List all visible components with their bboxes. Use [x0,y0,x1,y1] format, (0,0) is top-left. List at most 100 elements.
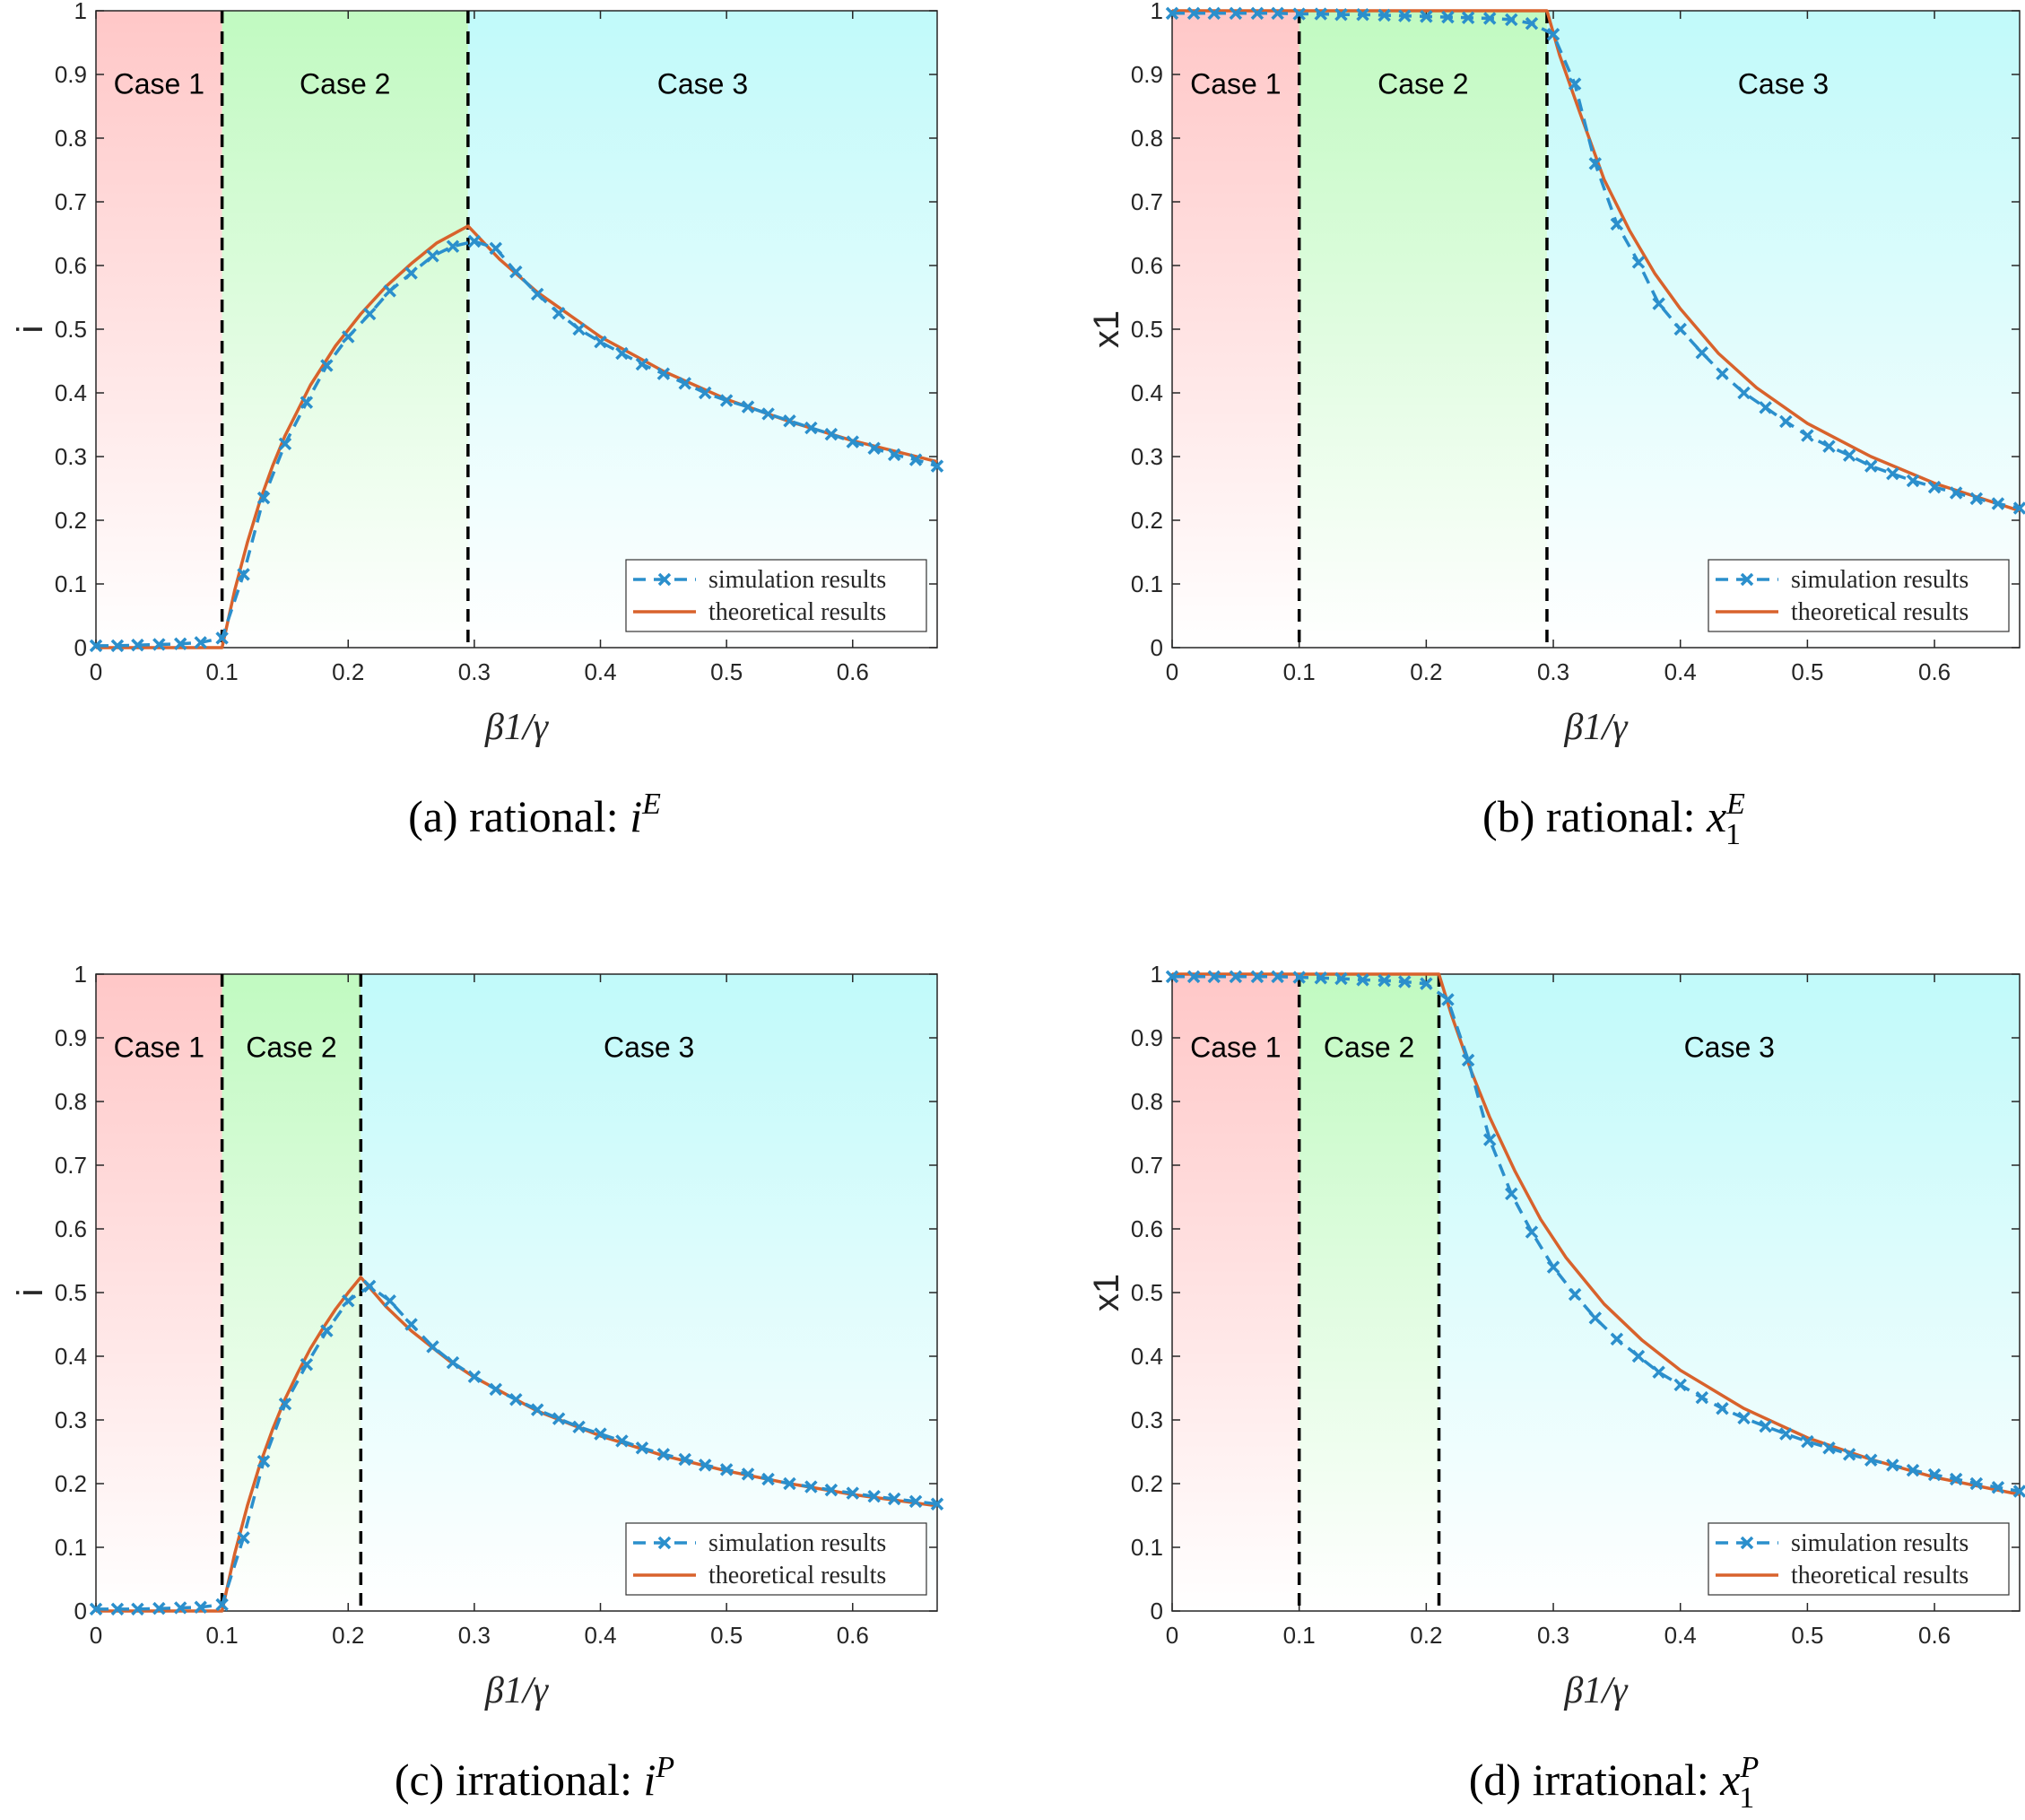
legend-theoretical-label: theoretical results [708,1562,886,1589]
simulation-point [908,453,923,466]
y-tick-label: 0.2 [55,1470,87,1497]
y-tick-label: 0.5 [1131,1279,1163,1306]
simulation-point [1292,7,1306,21]
simulation-point [1779,1427,1793,1441]
simulation-point [1378,973,1391,988]
caption-math-base: x [1706,791,1726,841]
simulation-point [761,1472,775,1486]
simulation-point [300,1357,314,1372]
x-tick-label: 0.4 [584,1622,616,1649]
region-label-case-2: Case 2 [1324,1031,1414,1063]
caption-math-base: i [643,1755,656,1805]
simulation-point [1673,322,1687,336]
caption-math-sup: P [1739,1751,1759,1784]
simulation-point [1652,1365,1665,1379]
y-tick-label: 1 [74,0,87,24]
y-tick-label: 0.8 [55,125,87,152]
simulation-point [1250,6,1265,21]
y-tick-label: 0.6 [1131,252,1163,279]
simulation-point [824,427,839,441]
simulation-point [572,322,586,336]
x-tick-label: 0.1 [206,658,239,685]
simulation-point [362,1279,377,1293]
simulation-point [1378,8,1391,22]
simulation-point [1801,1434,1814,1449]
legend-simulation-label: simulation results [708,566,886,594]
y-tick-label: 1 [74,961,87,988]
simulation-point [1441,10,1455,24]
x-tick-label: 0.2 [332,658,364,685]
simulation-point [215,1598,229,1612]
simulation-point [804,1480,818,1493]
x-tick-label: 0 [1166,1622,1178,1649]
y-tick-label: 1 [1151,961,1163,988]
simulation-point [1229,970,1243,984]
simulation-point [256,491,271,505]
x-tick-label: 0.3 [458,1622,491,1649]
simulation-point [867,441,881,456]
x-axis-label: β1/γ [484,1670,550,1711]
legend: simulation results theoretical results [1708,559,2010,632]
caption-math-base: i [630,791,642,841]
region-case-3 [361,974,937,1611]
region-label-case-2: Case 2 [246,1031,336,1063]
simulation-point [741,1467,755,1481]
simulation-point [552,307,566,320]
simulation-point [152,1601,166,1615]
simulation-point [1759,1419,1772,1433]
x-tick-label: 0.3 [1537,1622,1569,1649]
simulation-point [1864,1453,1878,1467]
y-tick-label: 0.9 [55,61,87,88]
region-label-case-3: Case 3 [1684,1031,1775,1063]
simulation-point [1737,1411,1751,1425]
x-tick-label: 0.1 [1283,658,1316,685]
y-tick-label: 0.2 [1131,1470,1163,1497]
simulation-point [1546,28,1560,41]
simulation-point [804,421,818,435]
panel-a: Case 1 Case 2 Case 3 0 0.1 0.2 0.3 0.4 0.5 0.6 0 0.… [11,0,944,841]
simulation-point [719,1463,734,1476]
simulation-point [1822,440,1836,453]
simulation-point [278,1398,292,1411]
legend: simulation results theoretical results [625,559,927,632]
region-label-case-3: Case 3 [657,67,748,100]
panel-c: Case 1 Case 2 Case 3 0 0.1 0.2 0.3 0.4 0.5 0.6 0 0.… [11,961,944,1805]
y-tick-label: 0.7 [1131,188,1163,215]
simulation-point [594,1427,607,1441]
simulation-point [1927,1467,1942,1482]
simulation-point [194,1600,207,1614]
legend-box [1708,1522,2010,1596]
legend-theoretical-label: theoretical results [708,598,886,626]
legend-simulation-label: simulation results [708,1529,886,1557]
panel-caption: (b) rational: xE 1 [1482,788,1745,851]
x-tick-label: 0.5 [1791,658,1823,685]
region-case-2 [222,11,468,648]
y-tick-label: 0.1 [1131,570,1163,597]
x-tick-label: 0.4 [1664,658,1697,685]
legend: simulation results theoretical results [625,1522,927,1596]
simulation-point [300,396,314,409]
simulation-point [930,1497,944,1511]
simulation-point [1250,970,1265,984]
legend-box [1708,559,2010,632]
y-tick-label: 0.7 [55,188,87,215]
simulation-point [1949,1472,1963,1486]
simulation-point [1610,217,1624,231]
region-case-1 [96,11,222,648]
region-case-1 [1172,974,1299,1611]
region-case-2 [1299,11,1547,648]
simulation-point [1461,1053,1475,1067]
simulation-point [1695,346,1709,360]
simulation-point [1165,6,1179,21]
y-tick-label: 0 [74,634,87,661]
legend-simulation-label: simulation results [1791,1529,1969,1557]
caption-label: (b) [1482,791,1534,841]
region-label-case-1: Case 1 [114,1031,204,1063]
simulation-point [615,1434,629,1448]
y-tick-label: 0.4 [55,379,87,406]
y-tick-label: 0.3 [1131,443,1163,470]
simulation-point [1525,1225,1539,1239]
simulation-point [1949,486,1963,500]
simulation-point [846,1486,860,1500]
simulation-point [2012,1485,2025,1498]
